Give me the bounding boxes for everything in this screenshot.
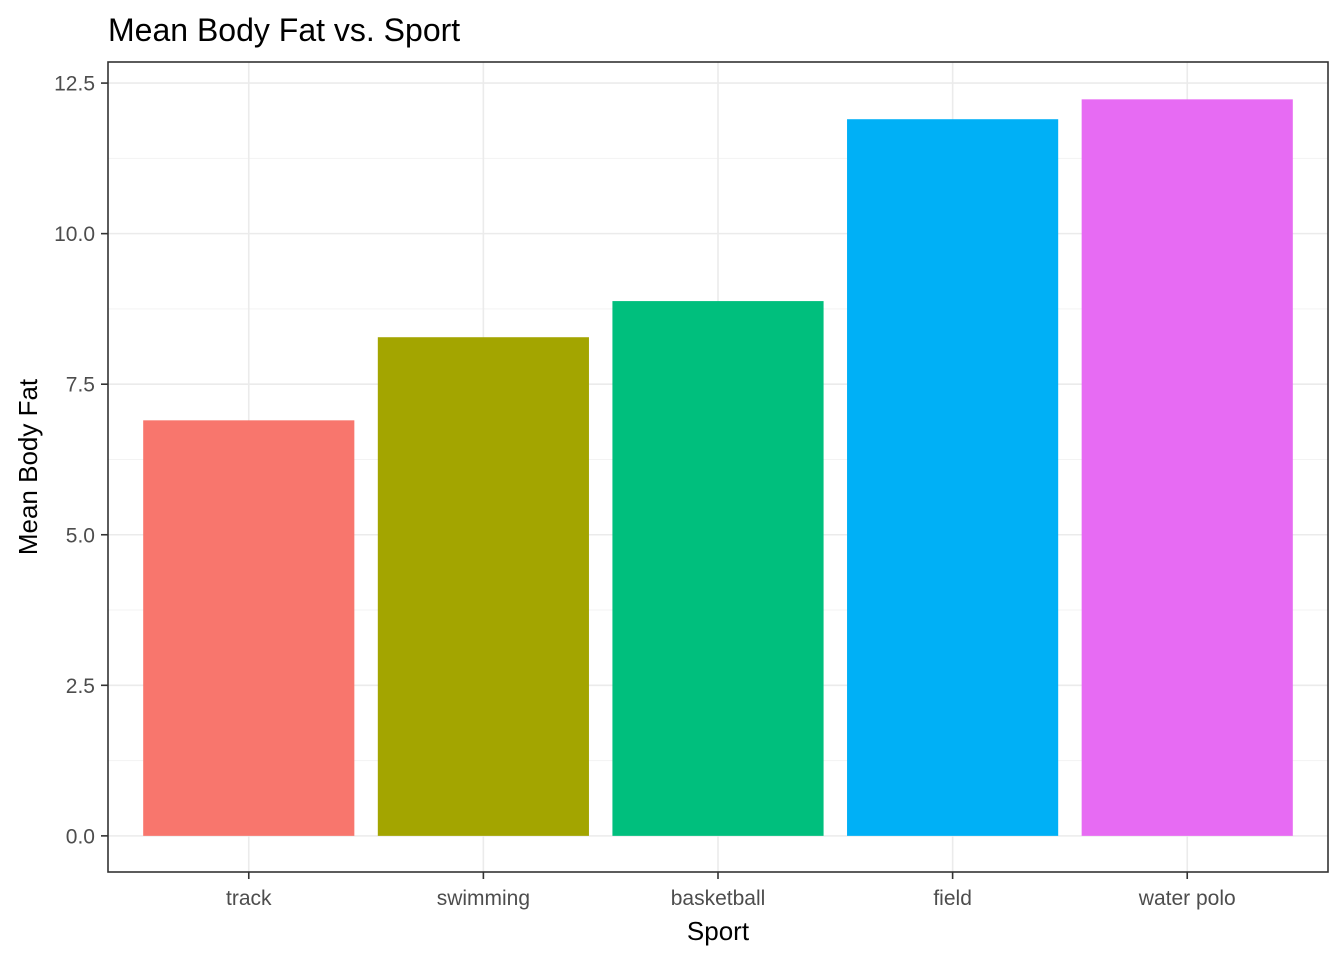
bar-basketball bbox=[612, 301, 824, 836]
y-tick-label: 0.0 bbox=[66, 825, 95, 848]
y-tick-label: 5.0 bbox=[66, 524, 95, 547]
y-tick-label: 7.5 bbox=[66, 374, 95, 397]
x-tick-label: track bbox=[226, 887, 272, 910]
chart-title: Mean Body Fat vs. Sport bbox=[108, 12, 460, 48]
x-tick-label: swimming bbox=[437, 887, 530, 910]
bar-track bbox=[143, 420, 355, 836]
bar-swimming bbox=[377, 337, 589, 836]
y-axis: 0.0 2.5 5.0 7.5 10.0 12.5 bbox=[54, 73, 108, 848]
x-axis-title: Sport bbox=[687, 916, 750, 946]
y-tick-label: 10.0 bbox=[54, 223, 95, 246]
bars bbox=[143, 99, 1293, 836]
x-tick-label: water polo bbox=[1138, 887, 1236, 910]
y-tick-label: 2.5 bbox=[66, 675, 95, 698]
bar-field bbox=[847, 119, 1059, 836]
y-tick-label: 12.5 bbox=[54, 73, 95, 96]
x-axis: track swimming basketball field water polo bbox=[226, 872, 1236, 910]
x-tick-label: basketball bbox=[671, 887, 766, 910]
x-tick-label: field bbox=[933, 887, 972, 910]
y-axis-title: Mean Body Fat bbox=[13, 378, 43, 555]
bar-water-polo bbox=[1081, 99, 1293, 836]
